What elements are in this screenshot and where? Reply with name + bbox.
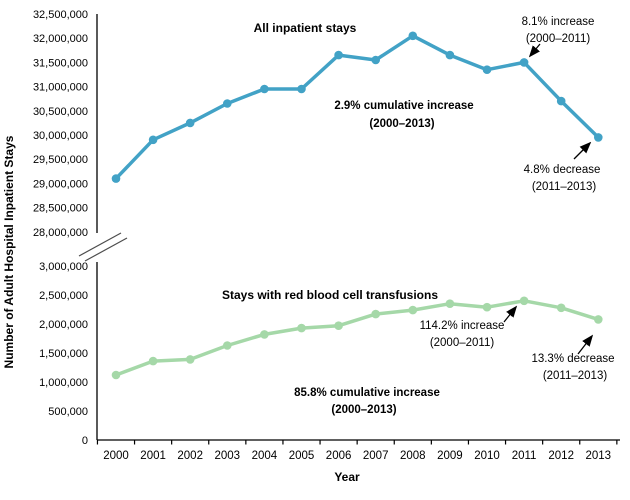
data-point-all-inpatient-stays-2012 — [556, 96, 566, 106]
x-tick-label: 2012 — [548, 450, 574, 462]
annotation-top-increase-line2: (2000–2011) — [526, 33, 591, 45]
x-tick-label: 2011 — [512, 450, 537, 462]
data-point-all-inpatient-stays-2009 — [445, 50, 455, 60]
x-tick-label: 2010 — [474, 450, 500, 462]
y-tick-label-bottom: 2,000,000 — [39, 319, 88, 331]
y-tick-label-bottom: 1,500,000 — [39, 348, 88, 360]
x-tick-label: 2013 — [586, 450, 612, 462]
x-tick-label: 2000 — [103, 450, 129, 462]
annotation-bottom-cumulative-line1: 85.8% cumulative increase — [294, 387, 440, 399]
x-tick-label: 2006 — [326, 450, 352, 462]
y-axis-break-icon — [78, 232, 128, 262]
data-point-stays-with-rbc-transfusions-2010 — [482, 302, 492, 312]
x-tick-label: 2002 — [177, 450, 203, 462]
y-tick-label-bottom: 0 — [82, 435, 88, 447]
y-axis-title: Number of Adult Hospital Inpatient Stays — [2, 135, 16, 368]
data-point-all-inpatient-stays-2002 — [185, 118, 195, 128]
annotation-arrow-bottom-increase — [503, 305, 518, 323]
annotation-bottom-increase-line1: 114.2% increase — [420, 320, 505, 332]
x-axis-title: Year — [334, 470, 360, 484]
x-tick-label: 2008 — [400, 450, 426, 462]
data-point-stays-with-rbc-transfusions-2008 — [408, 305, 418, 315]
y-tick-label-top: 28,500,000 — [33, 203, 88, 215]
data-point-stays-with-rbc-transfusions-2013 — [594, 315, 603, 324]
series-label-rbc-transfusions: Stays with red blood cell transfusions — [222, 288, 438, 302]
data-point-stays-with-rbc-transfusions-2000 — [111, 370, 121, 380]
annotation-bottom-increase-line2: (2000–2011) — [430, 337, 495, 349]
data-point-all-inpatient-stays-2005 — [297, 84, 306, 94]
y-tick-label-bottom: 3,000,000 — [39, 261, 88, 273]
x-tick-label: 2005 — [289, 450, 315, 462]
y-tick-label-top: 32,500,000 — [33, 9, 88, 21]
annotation-top-cumulative-line1: 2.9% cumulative increase — [334, 100, 473, 112]
data-point-all-inpatient-stays-2007 — [371, 55, 381, 65]
data-point-stays-with-rbc-transfusions-2007 — [371, 309, 381, 319]
data-point-all-inpatient-stays-2011 — [519, 58, 529, 67]
y-tick-label-top: 32,000,000 — [33, 33, 88, 45]
y-tick-label-bottom: 2,500,000 — [39, 290, 88, 302]
annotation-top-cumulative-line2: (2000–2013) — [369, 118, 434, 130]
data-point-stays-with-rbc-transfusions-2003 — [223, 341, 232, 350]
y-tick-label-top: 31,500,000 — [33, 57, 88, 69]
data-point-all-inpatient-stays-2003 — [223, 99, 232, 108]
data-point-all-inpatient-stays-2010 — [482, 65, 492, 74]
y-tick-label-top: 29,500,000 — [33, 154, 88, 166]
data-point-stays-with-rbc-transfusions-2001 — [148, 356, 158, 366]
data-point-stays-with-rbc-transfusions-2012 — [556, 303, 566, 313]
annotation-arrow-bottom-decrease — [577, 334, 594, 355]
data-point-all-inpatient-stays-2001 — [148, 135, 158, 145]
y-tick-label-bottom: 500,000 — [48, 406, 88, 418]
annotation-top-decrease-line2: (2011–2013) — [532, 181, 597, 193]
x-tick-label: 2007 — [363, 450, 389, 462]
annotation-arrow-top-decrease — [573, 141, 592, 160]
annotation-top-decrease-line1: 4.8% decrease — [524, 164, 601, 176]
x-tick-label: 2009 — [437, 450, 463, 462]
x-tick-label: 2004 — [252, 450, 278, 462]
data-point-all-inpatient-stays-2004 — [260, 84, 269, 94]
x-tick-label: 2001 — [140, 450, 166, 462]
annotation-bottom-decrease-line1: 13.3% decrease — [531, 353, 614, 365]
annotation-top-increase-line1: 8.1% increase — [522, 16, 595, 28]
chart-plot-area: 32,500,000 32,000,000 31,500,000 31,000,000… — [33, 9, 620, 462]
annotation-bottom-decrease-line2: (2011–2013) — [543, 370, 608, 382]
data-point-all-inpatient-stays-2000 — [111, 174, 121, 183]
data-point-stays-with-rbc-transfusions-2005 — [297, 323, 306, 333]
y-tick-label-top: 31,000,000 — [33, 82, 88, 94]
data-point-stays-with-rbc-transfusions-2009 — [445, 299, 455, 309]
y-tick-label-top: 30,000,000 — [33, 130, 88, 142]
series-label-all-inpatient-stays: All inpatient stays — [254, 21, 357, 35]
annotation-bottom-cumulative-line2: (2000–2013) — [331, 404, 396, 416]
x-tick-label: 2003 — [215, 450, 241, 462]
data-point-stays-with-rbc-transfusions-2011 — [519, 296, 529, 306]
y-tick-label-top: 30,500,000 — [33, 106, 88, 118]
series-line-stays-with-rbc-transfusions — [114, 299, 601, 377]
data-point-stays-with-rbc-transfusions-2002 — [185, 355, 195, 364]
data-point-all-inpatient-stays-2006 — [334, 50, 343, 60]
data-point-stays-with-rbc-transfusions-2004 — [260, 330, 269, 339]
data-point-stays-with-rbc-transfusions-2006 — [334, 321, 343, 331]
y-tick-label-top: 28,000,000 — [33, 227, 88, 239]
data-point-all-inpatient-stays-2008 — [408, 31, 418, 41]
annotation-arrow-top-increase — [528, 43, 541, 58]
y-tick-label-top: 29,000,000 — [33, 178, 88, 190]
series-line-all-inpatient-stays — [114, 34, 601, 181]
data-point-all-inpatient-stays-2013 — [594, 133, 603, 142]
y-tick-label-bottom: 1,000,000 — [39, 377, 88, 389]
